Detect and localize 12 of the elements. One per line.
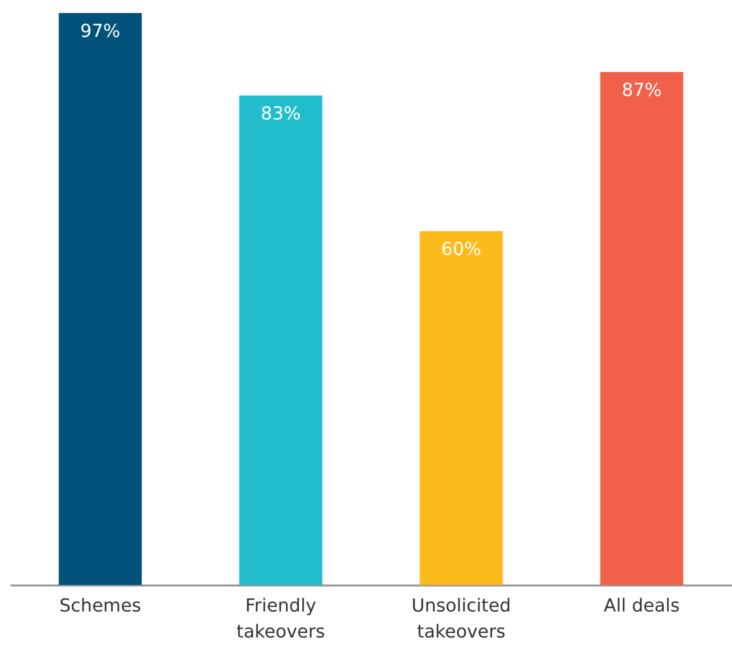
- x-tick-label: Unsolicited takeovers: [412, 596, 511, 642]
- data-label: 83%: [260, 104, 301, 125]
- data-label: 87%: [622, 80, 662, 101]
- x-tick-label: All deals: [604, 596, 680, 616]
- bar: [600, 72, 684, 585]
- x-tick-label: Schemes: [59, 596, 142, 616]
- x-tick-label: Friendly takeovers: [236, 596, 325, 642]
- data-label: 60%: [441, 239, 482, 260]
- bar: [420, 231, 503, 585]
- bar: [58, 13, 142, 585]
- data-label: 97%: [80, 21, 120, 42]
- bar: [239, 96, 322, 585]
